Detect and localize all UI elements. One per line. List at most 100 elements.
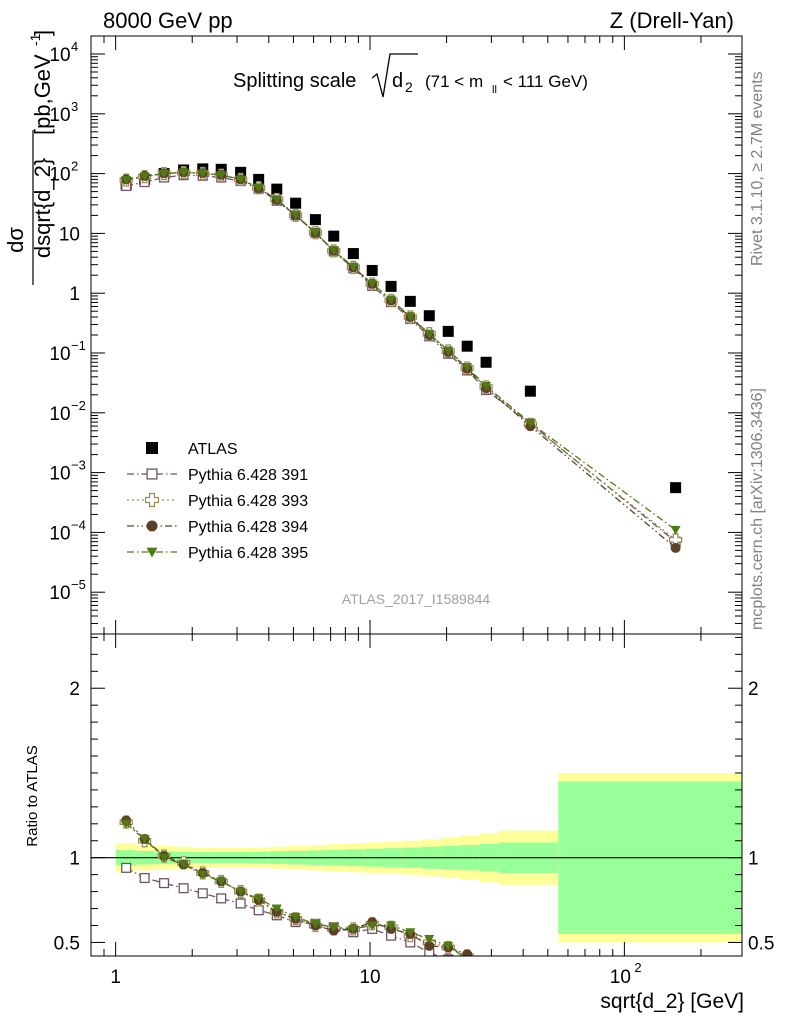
legend-marker-shape <box>146 442 158 454</box>
plot-title: Splitting scale d 2 (71 < m ll < 111 GeV… <box>233 53 588 98</box>
header-left: 8000 GeV pp <box>103 8 233 33</box>
legend-marker-shape <box>146 547 158 558</box>
ratio-point-3 <box>271 904 282 914</box>
data-point-0 <box>347 248 359 260</box>
data-point-4 <box>253 183 264 193</box>
ratio-plot-frame <box>90 633 743 957</box>
title-main: Splitting scale <box>233 70 356 92</box>
ratio-y-tick-label-right: 2 <box>748 679 759 700</box>
data-point-4 <box>424 329 435 339</box>
y-tick-label: 10 <box>49 105 70 126</box>
y-tick-label: 10 <box>49 583 70 604</box>
ratio-point-3 <box>310 919 321 929</box>
legend-marker-393 <box>127 492 177 508</box>
x-tick-label-exp: 2 <box>634 960 641 975</box>
legend-item-395: Pythia 6.428 395 <box>127 545 308 562</box>
series-line-3 <box>126 171 677 549</box>
ratio-point-3 <box>424 935 435 945</box>
ratio-point-3 <box>235 887 246 897</box>
ylabel-unit-close: ] <box>30 30 55 36</box>
legend-marker-shape <box>146 468 158 480</box>
title-cut-open: (71 < m <box>425 72 483 91</box>
ratio-point-3 <box>367 921 378 931</box>
y-tick-label-exp: −4 <box>71 517 86 532</box>
legend-label-393: Pythia 6.428 393 <box>188 493 308 510</box>
data-point-4 <box>271 195 282 205</box>
y-tick-label: 10 <box>49 464 70 485</box>
ratio-point-3 <box>328 923 339 933</box>
data-point-0 <box>290 197 302 209</box>
data-point-0 <box>385 280 397 292</box>
y-tick-label: 10 <box>49 344 70 365</box>
analysis-watermark: ATLAS_2017_I1589844 <box>342 591 491 607</box>
y-tick-label: 10 <box>49 45 70 66</box>
legend-label-395: Pythia 6.428 395 <box>188 545 308 562</box>
y-tick-label-exp: 3 <box>71 99 78 114</box>
y-tick-label-exp: 4 <box>71 39 78 54</box>
ratio-y-tick-label: 2 <box>69 679 80 700</box>
ratio-point-3 <box>178 860 189 870</box>
legend-item-atlas: ATLAS <box>146 441 238 458</box>
ratio-point-3 <box>159 853 170 863</box>
data-point-4 <box>216 170 227 180</box>
ratio-y-label: Ratio to ATLAS <box>24 745 41 846</box>
legend-marker-391 <box>127 468 177 480</box>
series-line-2 <box>126 171 677 541</box>
ratio-point-0 <box>253 905 264 916</box>
data-point-0 <box>480 356 492 368</box>
data-point-4 <box>443 346 454 356</box>
main-series <box>119 163 683 553</box>
ratio-series <box>119 815 474 956</box>
x-tick-label: 10 <box>610 967 631 988</box>
x-tick-label: 10 <box>359 967 380 988</box>
legend-marker-shape <box>144 492 160 508</box>
rivet-label: Rivet 3.1.10, ≥ 2.7M events <box>749 71 766 266</box>
data-point-0 <box>461 340 473 352</box>
data-point-0 <box>442 325 454 337</box>
ylabel-top: dσ <box>3 227 28 253</box>
y-tick-label: 1 <box>69 284 80 305</box>
ratio-uncertainty-bands <box>91 772 742 943</box>
legend-marker-atlas <box>146 442 158 454</box>
mcplots-label: mcplots.cern.ch [arXiv:1306.3436] <box>749 388 766 630</box>
ratio-point-0 <box>216 893 227 904</box>
data-point-4 <box>348 262 359 272</box>
data-point-3 <box>670 542 681 553</box>
ratio-point-3 <box>290 913 301 923</box>
ratio-point-0 <box>235 898 246 909</box>
ratio-point-0 <box>139 872 150 884</box>
ylabel-bottom: dsqrt{d_2} <box>30 158 55 258</box>
ratio-point-3 <box>386 921 397 931</box>
data-point-0 <box>670 482 682 494</box>
ratio-point-2 <box>424 940 435 951</box>
data-point-0 <box>328 230 340 242</box>
data-point-0 <box>366 264 378 276</box>
legend-marker-394 <box>127 520 177 532</box>
series-line-1 <box>126 174 677 543</box>
ratio-y-tick-label-right: 1 <box>748 849 759 870</box>
data-point-0 <box>423 310 435 322</box>
legend-marker-395 <box>127 547 177 558</box>
data-point-0 <box>309 214 321 226</box>
data-point-4 <box>481 382 492 392</box>
title-variable: d <box>392 70 403 92</box>
data-point-4 <box>670 525 681 535</box>
ratio-point-0 <box>443 954 454 956</box>
header-right: Z (Drell-Yan) <box>610 8 734 33</box>
ratio-point-3 <box>253 894 264 904</box>
y-tick-label-exp: 2 <box>71 159 78 174</box>
y-tick-label: 10 <box>49 523 70 544</box>
ratio-line-0 <box>125 867 441 956</box>
legend-label-atlas: ATLAS <box>188 441 238 458</box>
data-point-4 <box>462 363 473 373</box>
ratio-point-3 <box>462 955 473 956</box>
y-tick-label-exp: −1 <box>71 338 86 353</box>
legend-item-394: Pythia 6.428 394 <box>127 519 308 536</box>
ratio-point-0 <box>178 883 189 894</box>
y-tick-label-exp: −2 <box>71 398 86 413</box>
legend: ATLAS Pythia 6.428 391 Pythia 6.428 393 … <box>127 441 308 562</box>
ratio-point-3 <box>139 835 150 845</box>
